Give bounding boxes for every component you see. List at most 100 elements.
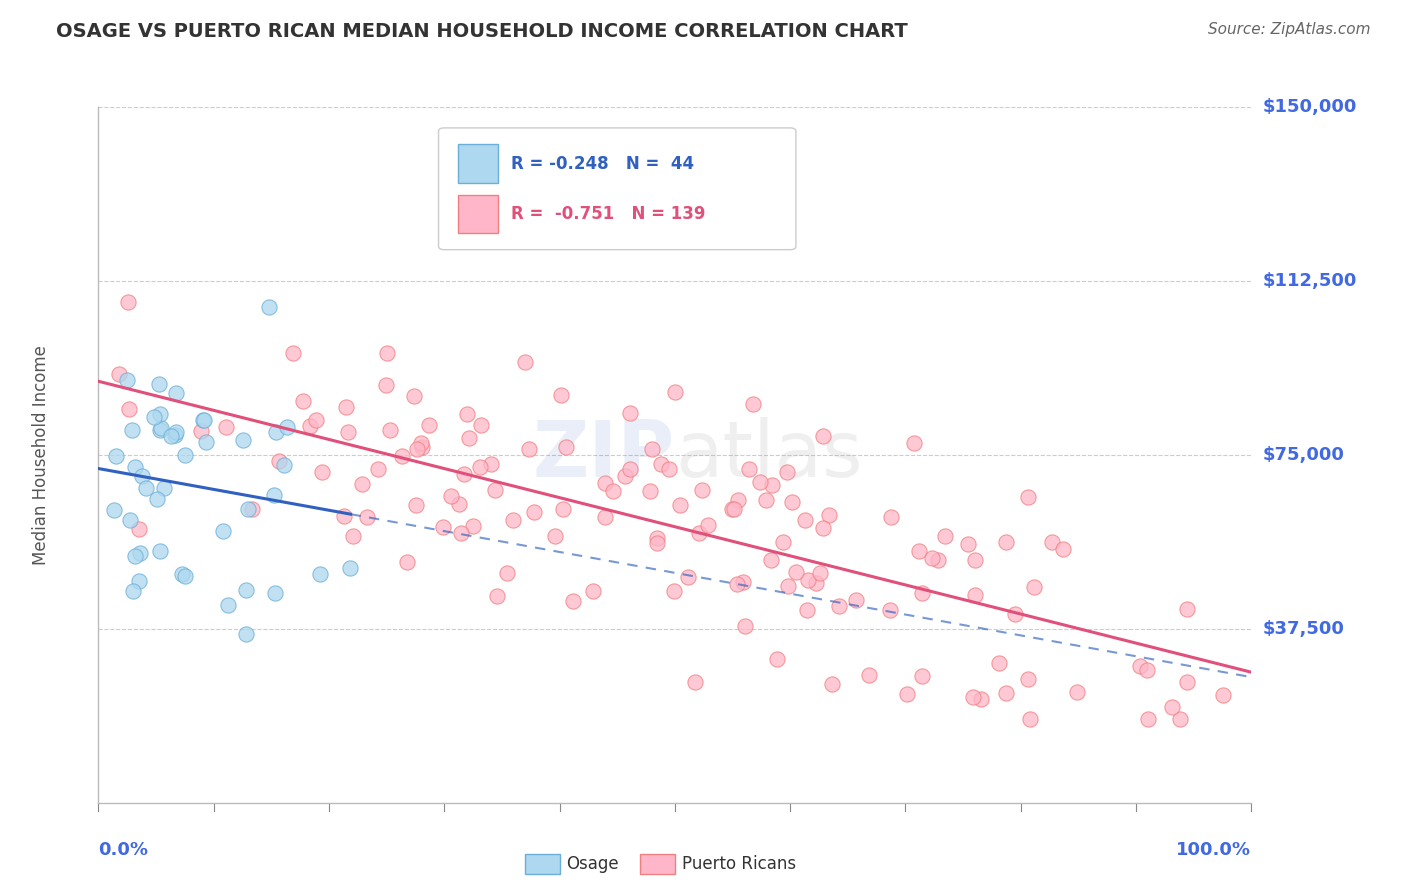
Point bbox=[664, 385, 686, 400]
Point bbox=[956, 537, 979, 551]
FancyBboxPatch shape bbox=[524, 854, 560, 874]
Point bbox=[153, 481, 176, 495]
Point bbox=[749, 475, 772, 489]
Text: R = -0.248   N =  44: R = -0.248 N = 44 bbox=[512, 154, 695, 172]
Point bbox=[662, 584, 685, 599]
Point bbox=[375, 345, 398, 359]
Point bbox=[645, 536, 668, 550]
Point bbox=[1004, 607, 1026, 622]
Point bbox=[128, 574, 150, 588]
Point bbox=[647, 532, 669, 546]
Point bbox=[104, 449, 127, 463]
Point bbox=[193, 413, 215, 427]
Point bbox=[778, 579, 800, 593]
Point bbox=[380, 424, 402, 438]
Point bbox=[780, 495, 803, 509]
Point bbox=[298, 418, 321, 433]
Point bbox=[103, 503, 125, 517]
Point bbox=[593, 475, 616, 490]
Point bbox=[129, 546, 152, 560]
Point bbox=[235, 583, 257, 598]
Point bbox=[495, 566, 517, 581]
Point bbox=[994, 534, 1017, 549]
Point bbox=[411, 440, 433, 454]
Point bbox=[858, 668, 880, 682]
Point bbox=[970, 691, 993, 706]
Point bbox=[356, 510, 378, 524]
Point bbox=[965, 589, 987, 603]
Point bbox=[523, 505, 546, 519]
FancyBboxPatch shape bbox=[640, 854, 675, 874]
Point bbox=[796, 573, 818, 587]
Text: $112,500: $112,500 bbox=[1263, 272, 1357, 290]
Point bbox=[650, 457, 672, 471]
Point bbox=[550, 388, 572, 402]
Point bbox=[240, 501, 263, 516]
Point bbox=[468, 460, 491, 475]
Text: Puerto Ricans: Puerto Ricans bbox=[682, 855, 796, 873]
Text: $150,000: $150,000 bbox=[1263, 98, 1357, 116]
Point bbox=[405, 499, 427, 513]
Text: 0.0%: 0.0% bbox=[98, 841, 149, 859]
Point bbox=[124, 549, 146, 563]
Point bbox=[602, 483, 624, 498]
Point bbox=[143, 409, 166, 424]
Point bbox=[191, 413, 214, 427]
Point bbox=[267, 453, 290, 467]
Point bbox=[131, 469, 153, 483]
Point bbox=[813, 429, 835, 443]
Point bbox=[1175, 602, 1198, 616]
Point bbox=[333, 509, 356, 524]
Point bbox=[806, 576, 828, 591]
Point bbox=[1022, 580, 1045, 594]
Point bbox=[165, 425, 187, 440]
Point bbox=[1040, 534, 1063, 549]
Point bbox=[470, 417, 492, 432]
Point bbox=[215, 420, 238, 434]
Point bbox=[737, 462, 759, 476]
Point bbox=[561, 593, 583, 607]
Point bbox=[1136, 712, 1159, 726]
Point bbox=[658, 461, 681, 475]
Point bbox=[776, 465, 799, 479]
Point bbox=[149, 424, 172, 438]
Point bbox=[395, 555, 418, 569]
Point bbox=[725, 577, 748, 591]
Point bbox=[619, 462, 641, 476]
Point bbox=[555, 440, 578, 454]
Point bbox=[149, 420, 172, 434]
Point bbox=[759, 552, 782, 566]
Point bbox=[367, 461, 389, 475]
Point bbox=[995, 685, 1018, 699]
Point bbox=[796, 603, 818, 617]
Point bbox=[194, 435, 217, 450]
Point bbox=[485, 589, 508, 603]
Point bbox=[880, 510, 903, 524]
Point bbox=[281, 345, 304, 359]
Point bbox=[375, 377, 398, 392]
Point bbox=[903, 436, 925, 450]
Point bbox=[121, 423, 143, 437]
Point bbox=[165, 385, 187, 400]
Point bbox=[118, 513, 141, 527]
Point bbox=[927, 553, 949, 567]
Point bbox=[1019, 712, 1042, 726]
Point bbox=[484, 483, 506, 498]
Point bbox=[1017, 672, 1039, 686]
Point bbox=[263, 488, 285, 502]
FancyBboxPatch shape bbox=[458, 145, 499, 183]
Point bbox=[772, 535, 794, 549]
Point bbox=[135, 481, 157, 495]
Point bbox=[828, 599, 851, 613]
Point bbox=[1017, 490, 1039, 504]
Point bbox=[640, 483, 662, 498]
Point bbox=[676, 570, 699, 584]
Point bbox=[896, 687, 918, 701]
Point bbox=[553, 502, 575, 516]
Point bbox=[440, 489, 463, 503]
Point bbox=[350, 477, 373, 491]
Point bbox=[640, 442, 662, 457]
Text: $37,500: $37,500 bbox=[1263, 620, 1344, 638]
Point bbox=[309, 566, 332, 581]
Point bbox=[1129, 658, 1152, 673]
